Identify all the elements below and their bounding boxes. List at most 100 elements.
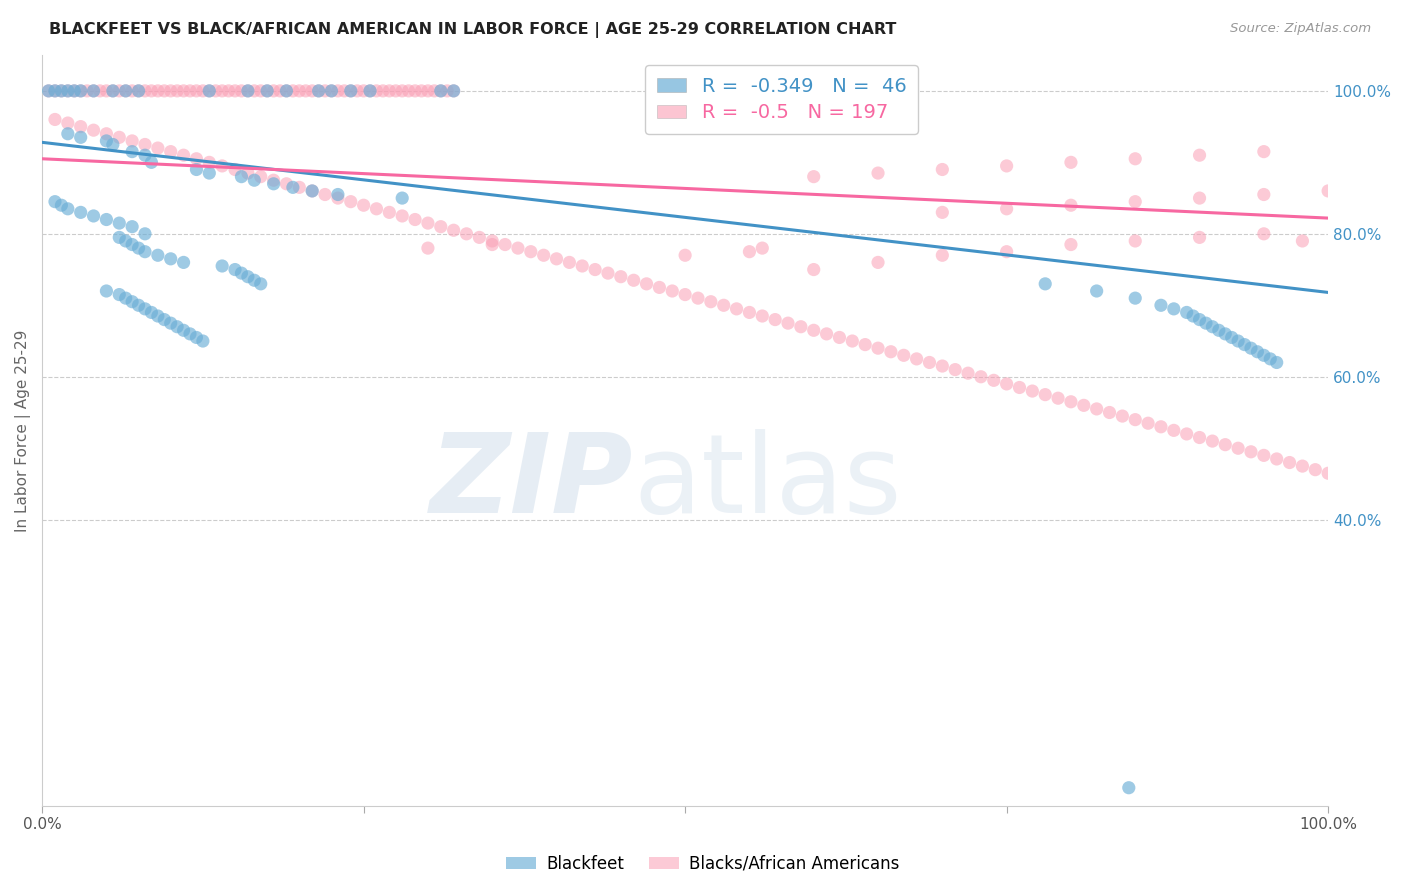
Point xyxy=(481,237,503,252)
Point xyxy=(51,84,73,98)
Point xyxy=(1085,401,1108,416)
Point xyxy=(44,112,66,127)
Point xyxy=(166,84,188,98)
Point xyxy=(1213,326,1236,341)
Point xyxy=(353,84,375,98)
Point xyxy=(776,316,799,330)
Point xyxy=(1233,337,1256,351)
Point xyxy=(326,191,349,205)
Point xyxy=(159,145,181,159)
Point xyxy=(243,84,266,98)
Point xyxy=(243,173,266,187)
Point xyxy=(1111,409,1133,423)
Point xyxy=(1265,452,1288,467)
Point xyxy=(63,84,86,98)
Point xyxy=(1220,330,1243,344)
Point xyxy=(83,84,105,98)
Point xyxy=(44,194,66,209)
Point xyxy=(359,84,381,98)
Point xyxy=(191,334,214,348)
Point xyxy=(101,84,124,98)
Point xyxy=(1317,467,1340,481)
Point xyxy=(276,177,298,191)
Point xyxy=(269,84,291,98)
Point xyxy=(121,84,143,98)
Point xyxy=(481,234,503,248)
Point xyxy=(51,198,73,212)
Point xyxy=(173,84,195,98)
Point xyxy=(1195,316,1218,330)
Point xyxy=(1123,412,1146,426)
Point xyxy=(44,84,66,98)
Point xyxy=(1021,384,1043,398)
Point xyxy=(931,248,953,262)
Point xyxy=(83,123,105,137)
Point xyxy=(1008,380,1031,394)
Point xyxy=(38,84,60,98)
Point xyxy=(1047,391,1070,405)
Point xyxy=(243,273,266,287)
Point xyxy=(436,84,458,98)
Point xyxy=(700,294,723,309)
Point xyxy=(326,84,349,98)
Point xyxy=(828,330,851,344)
Point xyxy=(866,341,889,355)
Point xyxy=(880,344,903,359)
Point xyxy=(301,184,323,198)
Point xyxy=(571,259,593,273)
Point xyxy=(995,376,1018,391)
Point xyxy=(96,134,118,148)
Point xyxy=(411,84,433,98)
Point xyxy=(1227,442,1250,456)
Point xyxy=(179,326,201,341)
Point xyxy=(366,84,388,98)
Point xyxy=(1033,387,1056,401)
Point xyxy=(281,180,304,194)
Point xyxy=(276,84,298,98)
Point xyxy=(918,355,941,369)
Y-axis label: In Labor Force | Age 25-29: In Labor Force | Age 25-29 xyxy=(15,329,31,532)
Point xyxy=(186,84,208,98)
Point xyxy=(1118,780,1140,795)
Point xyxy=(186,162,208,177)
Text: atlas: atlas xyxy=(634,429,903,536)
Point xyxy=(308,84,330,98)
Point xyxy=(134,301,156,316)
Point xyxy=(803,262,825,277)
Point xyxy=(198,84,221,98)
Point xyxy=(1073,398,1095,412)
Point xyxy=(224,84,246,98)
Point xyxy=(146,309,169,323)
Point xyxy=(416,84,439,98)
Point xyxy=(108,84,131,98)
Point xyxy=(596,266,619,280)
Point xyxy=(1291,234,1313,248)
Point xyxy=(1085,284,1108,298)
Point xyxy=(134,244,156,259)
Point xyxy=(159,252,181,266)
Point xyxy=(1253,227,1275,241)
Point xyxy=(96,84,118,98)
Point xyxy=(468,230,491,244)
Point xyxy=(995,159,1018,173)
Point xyxy=(1033,277,1056,291)
Point xyxy=(63,84,86,98)
Point xyxy=(108,230,131,244)
Point xyxy=(841,334,863,348)
Point xyxy=(294,84,316,98)
Point xyxy=(1188,230,1211,244)
Point xyxy=(893,348,915,362)
Point xyxy=(1150,298,1173,312)
Point xyxy=(101,137,124,152)
Point xyxy=(108,216,131,230)
Point xyxy=(391,209,413,223)
Point xyxy=(314,84,336,98)
Point xyxy=(114,84,136,98)
Point xyxy=(128,84,150,98)
Point xyxy=(281,84,304,98)
Point xyxy=(96,284,118,298)
Point xyxy=(610,269,633,284)
Point xyxy=(1278,456,1301,470)
Point xyxy=(153,312,176,326)
Point xyxy=(249,169,271,184)
